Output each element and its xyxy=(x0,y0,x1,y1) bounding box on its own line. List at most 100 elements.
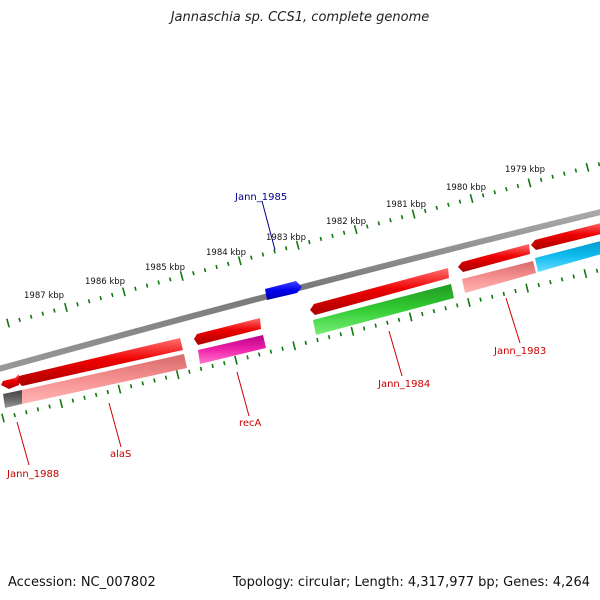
inner-minor-tick xyxy=(164,375,168,380)
outer-minor-tick xyxy=(458,199,462,204)
leader-jann-1988 xyxy=(16,421,30,466)
outer-minor-tick xyxy=(539,177,543,182)
gene-red-right-arrow[interactable] xyxy=(531,222,600,250)
gene-labels: Jann_1985 Jann_1983 Jann_1984 recA alaS … xyxy=(6,192,546,480)
inner-minor-tick xyxy=(211,363,214,369)
inner-major-tick xyxy=(583,269,588,279)
outer-minor-tick xyxy=(574,168,578,173)
inner-major-tick xyxy=(59,399,64,409)
gene-label-jann-1983[interactable]: Jann_1983 xyxy=(493,346,546,357)
inner-minor-tick xyxy=(549,280,552,285)
gene-reca-track[interactable] xyxy=(198,335,266,364)
inner-minor-tick xyxy=(129,384,133,389)
outer-minor-tick xyxy=(76,302,79,307)
inner-minor-tick xyxy=(537,283,541,288)
inner-minor-tick xyxy=(444,306,447,311)
inner-minor-tick xyxy=(153,378,156,383)
topology-text: Topology: circular; Length: 4,317,977 bp… xyxy=(232,575,590,590)
gene-label-jann-1988[interactable]: Jann_1988 xyxy=(6,469,59,480)
inner-minor-tick xyxy=(257,352,261,357)
inner-major-tick xyxy=(175,370,180,380)
outer-minor-tick xyxy=(111,292,114,298)
inner-minor-tick xyxy=(502,291,506,296)
gene-jann-1983-track[interactable] xyxy=(462,261,536,293)
inner-major-tick xyxy=(408,312,413,322)
scale-label-1984: 1984 kbp xyxy=(206,248,246,258)
gene-label-jann-1984[interactable]: Jann_1984 xyxy=(377,379,430,390)
inner-minor-tick xyxy=(188,369,191,374)
inner-minor-tick xyxy=(572,274,575,279)
inner-minor-tick xyxy=(316,337,319,343)
gene-cyan-track[interactable] xyxy=(535,240,600,272)
outer-minor-tick xyxy=(447,202,450,207)
inner-minor-tick xyxy=(106,389,110,395)
inner-minor-tick xyxy=(83,395,86,400)
scale-label-1985: 1985 kbp xyxy=(145,263,185,273)
inner-major-tick xyxy=(292,341,297,351)
gene-red-edge[interactable] xyxy=(1,374,19,389)
gene-jann-1983-red-arrow[interactable] xyxy=(458,244,530,272)
gene-label-jann-1985[interactable]: Jann_1985 xyxy=(234,192,287,203)
accession-text: Accession: NC_007802 xyxy=(8,575,156,590)
leader-jann-1983 xyxy=(505,297,521,344)
scale-label-1981: 1981 kbp xyxy=(386,200,426,210)
outer-minor-tick xyxy=(493,190,497,195)
outer-minor-tick xyxy=(516,183,520,189)
inner-minor-tick xyxy=(13,412,16,418)
inner-minor-tick xyxy=(490,294,494,299)
outer-major-tick xyxy=(64,302,68,312)
outer-minor-tick xyxy=(99,295,103,301)
inner-minor-tick xyxy=(397,317,401,322)
outer-minor-tick xyxy=(261,252,265,257)
inner-minor-tick xyxy=(25,410,28,415)
leader-jann-1984 xyxy=(388,330,403,377)
inner-major-tick xyxy=(234,355,238,365)
inner-major-tick xyxy=(467,297,471,308)
gene-jann-1984-red-arrow[interactable] xyxy=(310,268,449,315)
inner-minor-tick xyxy=(304,340,308,346)
inner-minor-tick xyxy=(479,297,482,302)
outer-minor-tick xyxy=(481,193,485,198)
inner-minor-tick xyxy=(48,404,51,409)
inner-minor-tick xyxy=(269,349,273,354)
outer-major-tick xyxy=(469,193,474,204)
outer-major-tick xyxy=(411,209,416,219)
gene-jann-1985-arrow[interactable] xyxy=(265,281,302,300)
scale-label-1987: 1987 kbp xyxy=(24,291,64,301)
leader-lines xyxy=(16,200,521,466)
inner-minor-tick xyxy=(71,398,75,403)
scale-label-1983: 1983 kbp xyxy=(266,233,306,243)
inner-minor-tick xyxy=(421,311,424,317)
outer-minor-tick xyxy=(342,230,346,235)
gene-alas-track[interactable] xyxy=(22,354,187,404)
outer-minor-tick xyxy=(389,218,392,223)
outer-major-tick xyxy=(179,271,184,281)
gene-alas-red-arrow[interactable] xyxy=(17,338,183,386)
outer-minor-tick xyxy=(41,311,45,316)
gene-gray-block[interactable] xyxy=(3,390,22,408)
gene-label-reca[interactable]: recA xyxy=(239,418,262,429)
inner-minor-tick xyxy=(362,326,366,331)
scale-labels: 1987 kbp 1986 kbp 1985 kbp 1984 kbp 1983… xyxy=(24,165,545,301)
inner-minor-tick xyxy=(374,323,377,328)
scale-label-1980: 1980 kbp xyxy=(446,183,486,193)
outer-major-tick xyxy=(6,318,10,328)
outer-minor-tick xyxy=(273,249,276,254)
inner-minor-tick xyxy=(223,361,226,366)
outer-major-tick xyxy=(237,256,242,266)
outer-minor-tick xyxy=(423,208,427,214)
outer-minor-tick xyxy=(551,174,554,179)
gene-reca-red-arrow[interactable] xyxy=(194,318,261,345)
inner-minor-tick xyxy=(386,320,389,325)
outer-minor-tick xyxy=(226,261,230,266)
outer-minor-tick xyxy=(308,239,311,245)
gene-label-alas[interactable]: alaS xyxy=(110,449,131,460)
inner-minor-tick xyxy=(560,277,564,282)
scale-label-1986: 1986 kbp xyxy=(85,277,125,287)
outer-minor-tick xyxy=(18,317,21,323)
gene-jann-1984-track[interactable] xyxy=(313,284,454,335)
inner-major-tick xyxy=(525,283,529,293)
outer-minor-tick xyxy=(203,267,207,273)
outer-minor-tick xyxy=(400,215,404,220)
